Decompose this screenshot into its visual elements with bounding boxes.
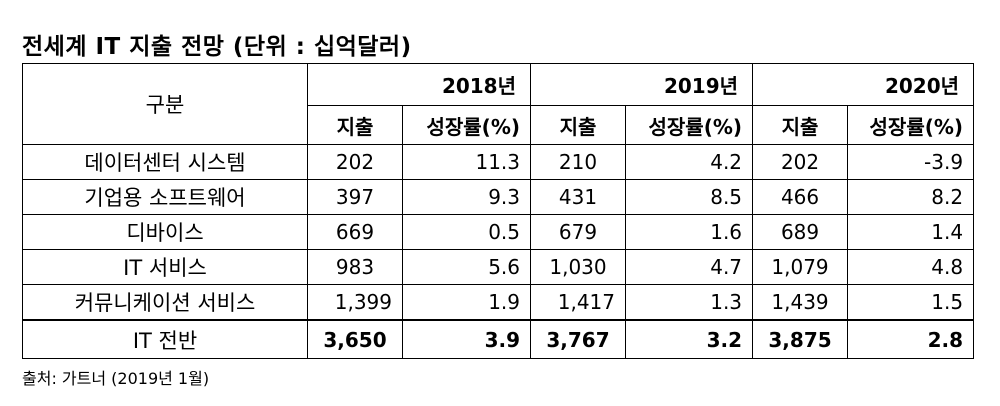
growth-2020: 1.5 [847,284,975,321]
spend-2018: 983 [307,249,403,285]
header-row-years: 구분 2018년 2019년 2020년 [22,63,975,145]
year-header-2020: 2020년 [752,63,975,106]
row-category: IT 전반 [22,319,308,359]
spend-2018: 202 [307,144,403,180]
growth-2019: 8.5 [625,179,754,215]
row-category: 기업용 소프트웨어 [22,179,308,215]
spend-2019: 3,767 [530,319,627,359]
spend-2019: 1,030 [530,249,627,285]
spend-2018: 669 [307,214,403,250]
source-note: 출처: 가트너 (2019년 1월) [22,369,210,388]
row-category: 커뮤니케이션 서비스 [22,284,308,321]
spend-2020: 1,439 [752,284,849,321]
growth-2020: 4.8 [847,249,975,285]
growth-header-2018: 성장률(%) [401,105,532,145]
spend-2018: 397 [307,179,403,215]
spend-2019: 679 [530,214,627,250]
table-row: 커뮤니케이션 서비스 1,399 1.9 1,417 1.3 1,439 1.5 [22,284,975,321]
spend-header-2018: 지출 [307,105,403,145]
growth-2019: 1.6 [625,214,754,250]
growth-header-2019: 성장률(%) [625,105,754,145]
growth-2020: -3.9 [847,144,975,180]
spend-2020: 3,875 [752,319,849,359]
growth-2019: 4.7 [625,249,754,285]
spend-2020: 466 [752,179,849,215]
spend-header-2020: 지출 [752,105,849,145]
growth-2018: 11.3 [401,144,532,180]
spend-2020: 202 [752,144,849,180]
spend-2018: 3,650 [307,319,403,359]
growth-2020: 2.8 [847,319,975,359]
spend-header-2019: 지출 [530,105,627,145]
table-title: 전세계 IT 지출 전망 (단위 : 십억달러) [22,34,412,60]
growth-2018: 1.9 [401,284,532,321]
year-header-2019: 2019년 [530,63,754,106]
growth-2020: 1.4 [847,214,975,250]
spend-2020: 689 [752,214,849,250]
it-spending-table: 구분 2018년 2019년 2020년 지출 성장률(%) 지출 성장률(%)… [22,63,975,359]
table-row: 디바이스 669 0.5 679 1.6 689 1.4 [22,214,975,250]
year-header-2018: 2018년 [306,63,532,106]
growth-2018: 9.3 [401,179,532,215]
growth-2018: 0.5 [401,214,532,250]
spend-2019: 1,417 [530,284,627,321]
table-row: 데이터센터 시스템 202 11.3 210 4.2 202 -3.9 [22,144,975,180]
row-category: 데이터센터 시스템 [22,144,308,180]
growth-2018: 3.9 [401,319,532,359]
row-category: IT 서비스 [22,249,308,285]
growth-2018: 5.6 [401,249,532,285]
growth-2019: 4.2 [625,144,754,180]
spend-2018: 1,399 [307,284,403,321]
row-category: 디바이스 [22,214,308,250]
growth-2019: 3.2 [625,319,754,359]
spend-2019: 431 [530,179,627,215]
total-row: IT 전반 3,650 3.9 3,767 3.2 3,875 2.8 [22,319,975,359]
table-row: IT 서비스 983 5.6 1,030 4.7 1,079 4.8 [22,249,975,285]
category-header: 구분 [22,63,308,145]
growth-header-2020: 성장률(%) [847,105,975,145]
spend-2020: 1,079 [752,249,849,285]
spend-2019: 210 [530,144,627,180]
growth-2019: 1.3 [625,284,754,321]
table-row: 기업용 소프트웨어 397 9.3 431 8.5 466 8.2 [22,179,975,215]
growth-2020: 8.2 [847,179,975,215]
